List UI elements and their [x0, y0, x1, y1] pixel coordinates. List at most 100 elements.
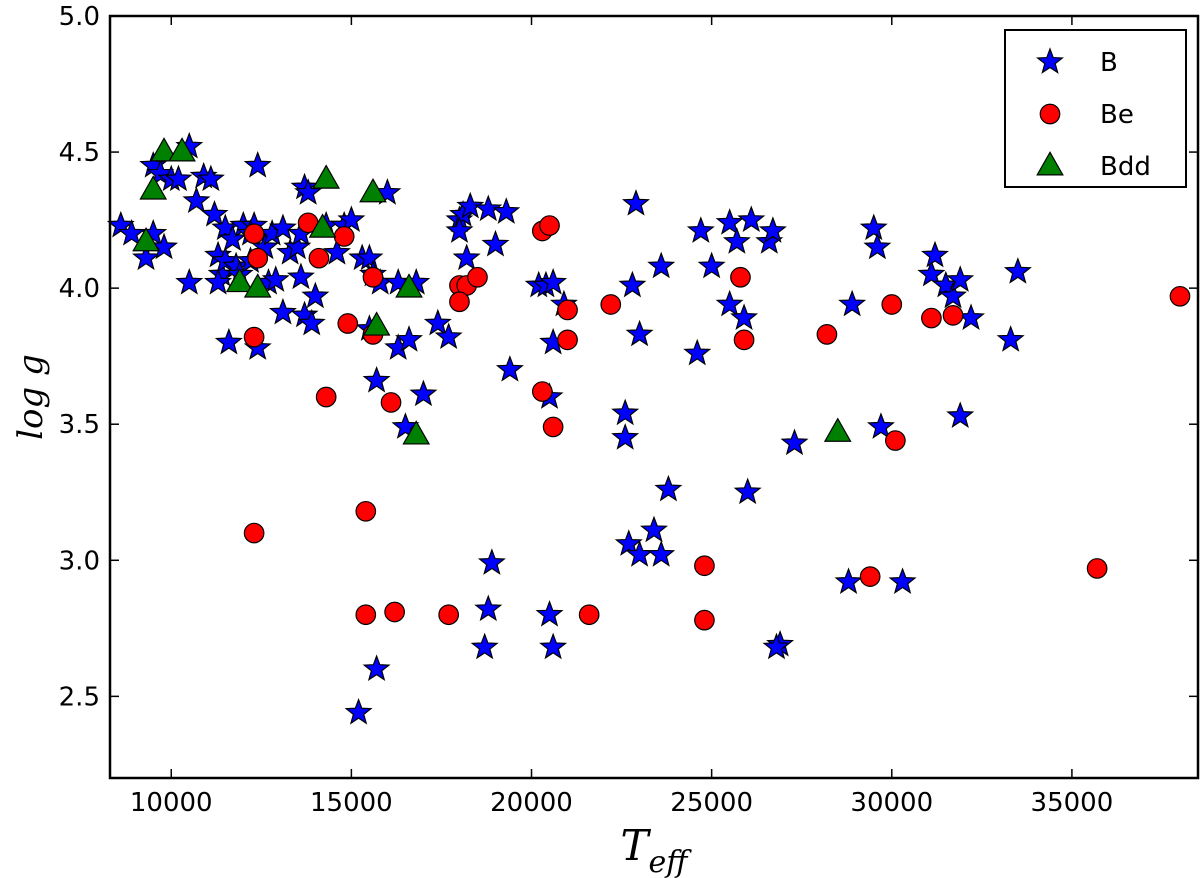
series-be [243, 212, 1191, 631]
point-be [337, 313, 359, 334]
point-bdd [312, 164, 341, 189]
point-b [495, 355, 524, 382]
axis-ticks [110, 15, 1198, 778]
point-b [539, 267, 568, 295]
point-b [686, 216, 715, 243]
point-b [866, 412, 895, 439]
point-be [578, 604, 600, 626]
point-bdd [243, 273, 272, 298]
point-be [730, 266, 751, 288]
point-b [722, 227, 751, 254]
point-b [621, 189, 650, 216]
y-tick-label: 2.5 [59, 682, 100, 712]
point-b [697, 251, 726, 279]
point-b [492, 197, 521, 224]
point-be [380, 392, 402, 413]
point-b [888, 567, 917, 594]
x-tick-label: 20000 [490, 788, 573, 818]
point-b [322, 238, 351, 265]
point-b [921, 240, 949, 268]
point-be [355, 604, 377, 626]
point-b [758, 216, 787, 243]
x-axis-label-sub: eff [649, 845, 693, 878]
point-b [218, 224, 247, 252]
legend-label: Be [1100, 100, 1134, 130]
point-bdd [402, 420, 431, 445]
point-b [647, 540, 676, 567]
point-b [614, 529, 643, 556]
point-b [474, 594, 503, 622]
point-b [243, 150, 272, 178]
point-b [477, 548, 506, 575]
x-tick-label: 30000 [850, 788, 933, 818]
point-be [531, 381, 553, 402]
point-b [863, 232, 892, 260]
legend-item-be: Be [1039, 100, 1134, 130]
point-b [611, 423, 640, 450]
point-b [611, 398, 640, 426]
legend-label: Bdd [1100, 152, 1151, 182]
point-be [921, 307, 942, 329]
point-be [384, 601, 405, 623]
point-bdd [823, 417, 852, 442]
point-be [542, 416, 564, 438]
point-b [780, 428, 809, 456]
legend-marker-be [1039, 103, 1061, 125]
point-b [362, 654, 391, 682]
x-axis-label: Teff [620, 821, 692, 878]
point-be [243, 223, 265, 245]
point-b [196, 164, 225, 192]
point-be [694, 555, 715, 577]
point-b [539, 632, 568, 660]
point-be [449, 291, 470, 313]
point-b [445, 216, 474, 243]
point-b [337, 205, 366, 233]
point-b [859, 213, 888, 241]
y-axis-label: log g [11, 354, 51, 440]
point-b [261, 265, 290, 292]
point-b [344, 697, 373, 725]
point-be [1169, 285, 1191, 307]
point-bdd [139, 175, 168, 200]
point-b [139, 218, 168, 246]
y-tick-label: 4.5 [59, 138, 100, 168]
point-b [640, 515, 668, 543]
x-tick-label: 10000 [130, 788, 213, 818]
y-tick-label: 4.0 [59, 274, 100, 304]
point-be [600, 294, 622, 315]
point-b [939, 281, 968, 309]
legend-box [1004, 29, 1187, 188]
point-bdd [308, 213, 337, 238]
point-b [654, 474, 683, 502]
point-b [409, 379, 438, 407]
legend-item-bdd: Bdd [1036, 151, 1151, 182]
tick-labels: 10000 15000 20000 25000 30000 35000 2.5 3.0 3.5 4… [59, 2, 1114, 818]
point-b [470, 632, 499, 660]
point-b [286, 262, 315, 290]
legend: B Be Bdd [1004, 29, 1187, 188]
point-be [942, 305, 964, 326]
point-b [625, 319, 654, 347]
point-b [132, 243, 161, 271]
point-b [297, 308, 326, 336]
point-b [683, 338, 712, 366]
point-be [885, 430, 906, 451]
point-b [733, 477, 762, 505]
point-b [535, 599, 564, 627]
point-b [268, 213, 297, 241]
point-b [268, 297, 297, 325]
x-axis-label-main: T [620, 821, 651, 870]
point-b [474, 194, 503, 222]
point-b [423, 308, 452, 336]
point-b [946, 265, 975, 292]
legend-label: B [1100, 48, 1118, 78]
point-b [164, 164, 193, 192]
point-bdd [359, 177, 387, 203]
point-b [395, 325, 424, 352]
point-bdd [150, 137, 178, 162]
data-points [106, 131, 1191, 725]
point-b [355, 243, 384, 271]
point-be [733, 329, 755, 351]
y-tick-label: 3.0 [59, 546, 100, 576]
